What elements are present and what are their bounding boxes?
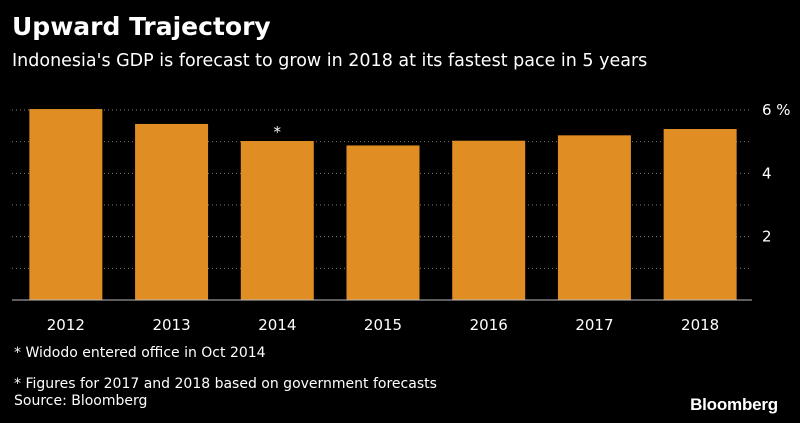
annotation-2014: * [274,123,282,141]
y-tick-label-6: 6 % [762,101,791,119]
chart-title: Upward Trajectory [12,12,271,41]
x-tick-label-2017: 2017 [575,316,613,334]
x-tick-label-2014: 2014 [258,316,296,334]
bloomberg-logo: Bloomberg [690,395,778,415]
y-tick-label-4: 4 [762,164,772,182]
bar-2017 [558,135,631,300]
bar-2014 [241,141,314,300]
bars [29,109,736,300]
bar-2016 [452,141,525,300]
x-axis-ticks: 2012 2013 2014 2015 2016 2017 2018 [47,316,719,334]
y-axis-ticks: 2 4 6 % [762,101,791,246]
x-tick-label-2018: 2018 [681,316,719,334]
chart-subtitle: Indonesia's GDP is forecast to grow in 2… [12,51,647,71]
bar-2013 [135,124,208,300]
annotations: * [274,123,282,141]
bar-2012 [29,109,102,300]
x-tick-label-2016: 2016 [470,316,508,334]
footnote-forecasts: * Figures for 2017 and 2018 based on gov… [14,377,437,391]
footnote-widodo: * Widodo entered office in Oct 2014 [14,346,266,360]
bar-2018 [664,129,737,300]
source-note: Source: Bloomberg [14,394,147,408]
x-tick-label-2012: 2012 [47,316,85,334]
bar-2015 [347,145,420,300]
x-tick-label-2015: 2015 [364,316,402,334]
y-tick-label-2: 2 [762,228,772,246]
x-tick-label-2013: 2013 [152,316,190,334]
bar-chart: * 2012 2013 2014 2015 2016 2017 2018 2 4 6 % [0,90,800,340]
